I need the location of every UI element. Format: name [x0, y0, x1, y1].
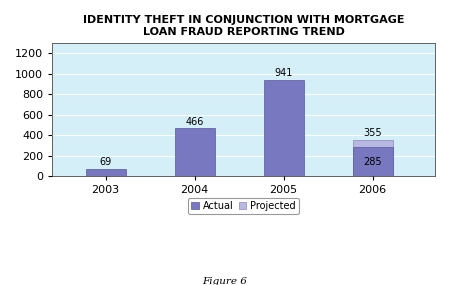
Bar [264, 80, 304, 176]
Legend: Actual, Projected: Actual, Projected [189, 198, 299, 214]
Text: 466: 466 [185, 117, 204, 127]
Bar [353, 140, 393, 176]
Title: IDENTITY THEFT IN CONJUNCTION WITH MORTGAGE
LOAN FRAUD REPORTING TREND: IDENTITY THEFT IN CONJUNCTION WITH MORTG… [83, 15, 405, 36]
Bar [175, 128, 215, 176]
Text: 355: 355 [363, 128, 382, 138]
Text: Figure 6: Figure 6 [202, 276, 248, 285]
Text: 285: 285 [363, 156, 382, 166]
Text: 69: 69 [99, 157, 112, 167]
Text: 941: 941 [274, 68, 293, 78]
Bar [353, 147, 393, 176]
Bar [86, 169, 126, 176]
